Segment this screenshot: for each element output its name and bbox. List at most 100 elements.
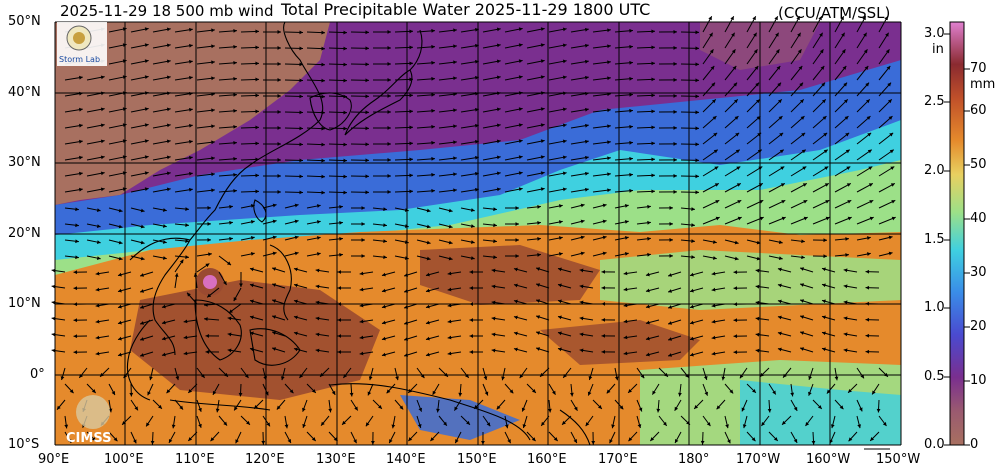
cb-in-tick-1-0: 1.0 [924, 300, 945, 315]
wind-arrow-head [721, 376, 726, 381]
wind-arrow-head [800, 299, 805, 303]
wind-arrow-head [189, 155, 193, 160]
wind-arrow-head [715, 200, 720, 204]
wind-arrow-head [865, 349, 870, 354]
wind-arrow-head [843, 300, 848, 305]
wind-arrow-head [562, 91, 567, 96]
wind-arrow-head [601, 269, 606, 274]
wind-arrow-head [695, 174, 699, 179]
wind-arrow-head [839, 405, 844, 410]
wind-arrow-head [865, 333, 870, 338]
wind-arrow-head [557, 331, 562, 336]
wind-arrow-head [866, 116, 871, 120]
wind-arrow-head [118, 208, 123, 213]
wind-arrow-head [689, 272, 694, 277]
lon-label-130e: 130°E [316, 452, 356, 467]
wind-arrow-head [547, 408, 552, 413]
wind-arrow-head [339, 204, 343, 209]
wind-arrow-head [73, 350, 78, 355]
wind-arrow-head [370, 440, 375, 445]
wind-arrow-head [315, 284, 320, 289]
wind-arrow-head [123, 374, 128, 379]
wind-arrow-head [557, 315, 562, 320]
wind-arrow-head [569, 392, 574, 397]
wind-arrow-head [404, 273, 409, 277]
wind-arrow-head [210, 437, 215, 442]
wind-arrow-head [95, 287, 100, 292]
wind-arrow-head [365, 190, 369, 195]
lat-label-10n: 10°N [8, 296, 41, 311]
wind-arrow-head [118, 256, 123, 261]
wind-arrow-head [233, 140, 237, 145]
wind-arrow-head [189, 171, 193, 176]
wind-arrow-head [689, 352, 694, 357]
wind-arrow-head [847, 200, 852, 204]
wind-arrow-head [647, 220, 651, 225]
wind-arrow-head [333, 437, 338, 442]
wind-arrow-head [645, 320, 650, 325]
wind-arrow-head [602, 219, 607, 224]
wind-arrow-head [562, 139, 567, 144]
wind-arrow-head [255, 93, 259, 98]
wind-arrow-head [331, 390, 336, 395]
wind-arrow-head [562, 155, 567, 160]
wind-arrow-head [391, 424, 396, 429]
wind-arrow-head [79, 373, 83, 378]
wind-arrow-head [752, 388, 756, 393]
wind-arrow-head [710, 65, 715, 70]
wind-arrow-head [166, 43, 171, 48]
wind-arrow-head [189, 59, 193, 64]
wind-arrow-head [96, 256, 101, 260]
wind-arrow-head [651, 77, 655, 82]
wind-arrow-head [443, 421, 447, 426]
wind-arrow-head [846, 183, 851, 187]
wind-arrow-head [558, 220, 563, 224]
wind-arrow-head [811, 440, 816, 445]
wind-arrow-head [518, 91, 523, 96]
source-label: (CCU/ATM/SSL) [778, 4, 891, 22]
wind-arrow-head [651, 61, 655, 66]
wind-arrow-head [552, 390, 556, 395]
wind-arrow-head [431, 172, 435, 177]
wind-arrow-head [277, 46, 281, 50]
wind-arrow-head [140, 305, 145, 309]
wind-arrow-head [361, 238, 365, 242]
wind-arrow-head [409, 157, 413, 162]
wind-arrow-head [624, 252, 629, 256]
wind-arrow-head [293, 299, 298, 304]
wind-arrow-head [299, 158, 303, 163]
wind-arrow-head [51, 348, 56, 353]
wind-arrow-head [229, 220, 233, 225]
wind-arrow-head [509, 389, 514, 394]
wind-arrow-head [557, 347, 562, 352]
wind-arrow-head [889, 132, 894, 137]
wind-arrow-head [299, 62, 303, 67]
wind-arrow-head [673, 190, 677, 194]
wind-arrow-head [261, 440, 266, 445]
wind-arrow-head [755, 348, 760, 353]
wind-arrow-head [629, 60, 633, 65]
wind-arrow-head [607, 140, 611, 145]
wind-arrow-head [491, 348, 496, 353]
wind-arrow-head [802, 183, 807, 187]
wind-arrow-head [233, 188, 237, 193]
wind-arrow-head [211, 124, 215, 129]
wind-arrow-head [453, 92, 457, 97]
wind-arrow-head [536, 299, 541, 303]
wind-arrow-head [776, 65, 781, 70]
wind-arrow-head [629, 140, 633, 145]
wind-arrow-head [475, 171, 479, 176]
wind-arrow-head [673, 46, 677, 50]
wind-arrow-head [144, 123, 149, 128]
wind-arrow-head [803, 216, 808, 221]
wind-arrow-head [166, 155, 171, 160]
wind-arrow-head [821, 299, 826, 304]
wind-arrow-head [607, 124, 611, 129]
wind-arrow-head [857, 424, 862, 429]
wind-arrow-head [277, 174, 281, 178]
wind-arrow-head [233, 28, 237, 33]
wind-arrow-head [426, 224, 431, 229]
wind-arrow-head [865, 82, 870, 87]
wind-arrow-head [777, 99, 782, 104]
